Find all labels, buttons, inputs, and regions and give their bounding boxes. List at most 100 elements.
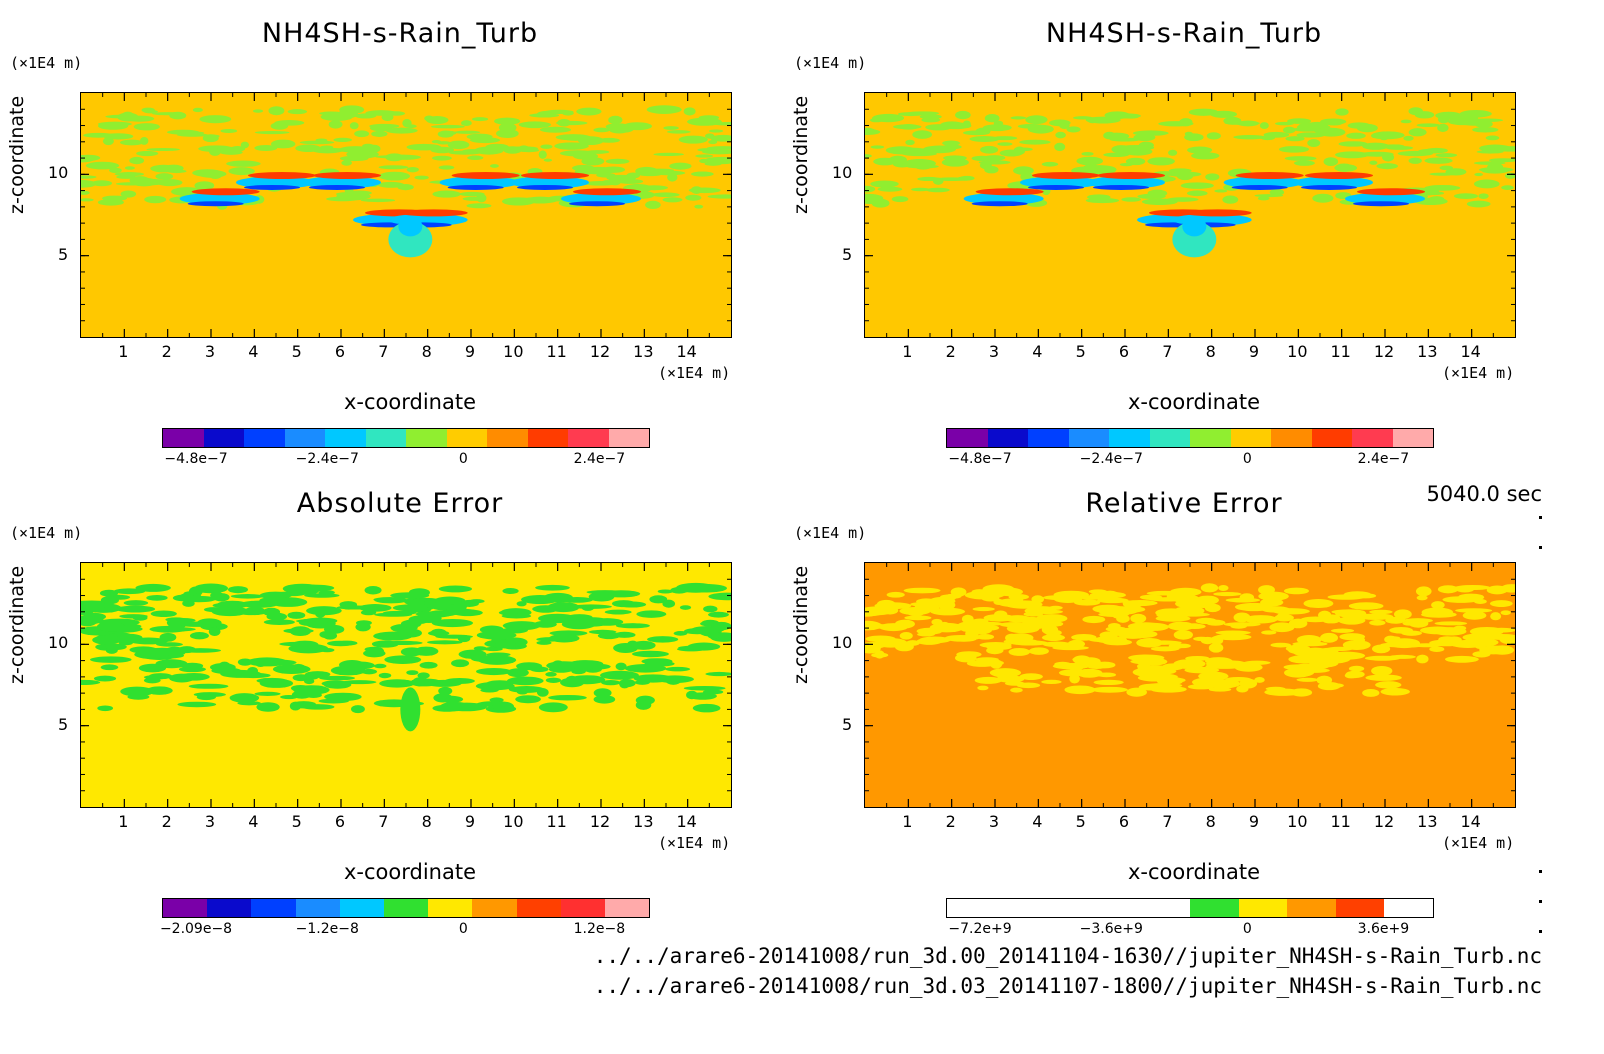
field-patch: [1032, 171, 1100, 179]
colorbar-tick-label: 2.4e−7: [1357, 451, 1410, 467]
field-patch: [150, 164, 177, 173]
colorbar-tick-label: −1.2e−8: [295, 921, 359, 937]
field-patch: [191, 188, 260, 196]
field-patch: [870, 145, 885, 149]
field-patch: [374, 612, 413, 617]
field-patch: [492, 701, 515, 712]
colorbar-swatch: [1109, 429, 1150, 447]
field-patch: [226, 160, 261, 167]
field-patch: [1290, 688, 1313, 697]
field-patch: [293, 685, 330, 695]
field-patch: [1478, 193, 1489, 200]
x-tick-label: 10: [503, 812, 524, 831]
field-patch: [1126, 687, 1147, 697]
field-patch: [1408, 107, 1423, 116]
field-patch: [1241, 604, 1265, 610]
field-patch: [912, 130, 933, 139]
field-patch: [1188, 108, 1219, 116]
field-patch: [1091, 686, 1128, 693]
field-patch: [179, 648, 222, 653]
field-patch: [447, 140, 470, 150]
field-patch: [516, 601, 527, 607]
field-patch: [1035, 614, 1068, 623]
field-patch: [984, 165, 999, 174]
field-patch: [431, 618, 474, 628]
x-tick-label: 14: [676, 812, 697, 831]
field-patch: [1258, 585, 1275, 595]
field-patch: [657, 589, 674, 594]
field-patch: [354, 130, 370, 138]
field-patch: [1485, 633, 1515, 640]
field-patch: [197, 170, 227, 178]
field-patch: [1473, 179, 1500, 189]
field-patch: [437, 130, 454, 138]
field-patch: [1284, 667, 1312, 678]
field-patch: [469, 137, 501, 144]
field-patch: [925, 124, 953, 131]
field-patch: [576, 107, 602, 116]
field-patch: [1010, 687, 1023, 693]
field-patch: [1156, 611, 1195, 618]
field-patch: [935, 177, 968, 182]
x-axis-unit: (×1E4 m): [1442, 364, 1515, 382]
field-patch: [355, 620, 372, 626]
field-patch: [891, 196, 909, 203]
field-patch: [942, 144, 962, 150]
colorbar-swatch: [207, 899, 252, 917]
field-patch: [1168, 149, 1178, 156]
field-patch: [135, 583, 171, 592]
field-patch: [622, 122, 652, 131]
field-patch: [971, 618, 989, 624]
field-patch: [351, 705, 365, 714]
field-patch: [81, 190, 90, 195]
field-patch: [1330, 628, 1355, 633]
field-patch: [1473, 640, 1486, 649]
field-patch: [536, 640, 552, 645]
y-tick-label: 10: [832, 633, 853, 653]
field-patch: [1334, 164, 1358, 172]
colorbar-swatch: [1392, 429, 1433, 447]
field-patch: [872, 115, 896, 122]
field-patch: [430, 628, 447, 637]
x-tick-label: 2: [945, 342, 956, 361]
x-tick-label: 11: [1330, 812, 1351, 831]
colorbar-tick-label: −2.4e−7: [295, 451, 359, 467]
field-patch: [364, 646, 383, 653]
plot-area: [864, 562, 1516, 808]
chart-panel-3: Absolute Error (×1E4 m) z-coordinate 5 10 1 2 3…: [0, 470, 760, 940]
field-patch: [1192, 677, 1225, 687]
colorbar: [946, 898, 1434, 918]
x-tick-label: 6: [1118, 342, 1130, 361]
field-patch: [1195, 595, 1219, 605]
y-tick-label: 10: [832, 163, 853, 183]
file-path-1: ../../arare6-20141008/run_3d.00_20141104…: [593, 944, 1542, 968]
x-tick-label: 5: [291, 342, 302, 361]
field-patch: [1434, 621, 1468, 626]
colorbar-swatch: [383, 899, 429, 917]
field-patch: [341, 160, 353, 166]
field-patch: [85, 161, 120, 170]
field-patch: [354, 113, 377, 119]
plot-area: [864, 92, 1516, 338]
field-patch: [293, 584, 335, 592]
field-patch: [155, 659, 188, 669]
field-patch: [339, 601, 358, 608]
field-patch: [337, 640, 358, 646]
field-patch: [454, 130, 481, 134]
field-patch: [1102, 639, 1133, 646]
field-patch: [414, 175, 429, 180]
x-axis-label: x-coordinate: [1127, 390, 1260, 414]
field-patch: [115, 605, 156, 613]
x-axis-unit: (×1E4 m): [658, 834, 731, 852]
field-patch: [369, 123, 400, 129]
field-patch: [694, 204, 704, 209]
field-patch: [1283, 587, 1310, 595]
field-patch: [1233, 612, 1251, 623]
field-patch: [1474, 172, 1483, 177]
colorbar-swatch: [1149, 429, 1190, 447]
field-patch: [445, 702, 487, 712]
field-patch: [473, 646, 487, 651]
field-patch: [1069, 674, 1080, 684]
field-patch: [1325, 120, 1344, 126]
field-patch: [1327, 651, 1366, 660]
